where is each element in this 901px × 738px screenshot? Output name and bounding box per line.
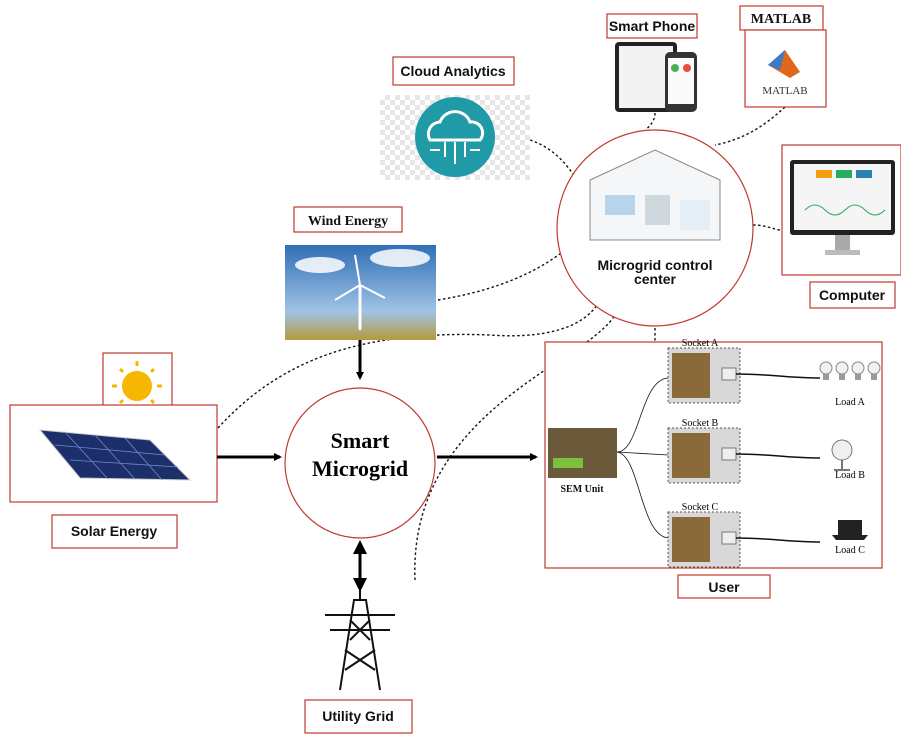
- bulb: [852, 362, 864, 374]
- bulb-base: [823, 374, 829, 380]
- bulb-base: [871, 374, 877, 380]
- diagram: Cloud Analytics Smart Phone MATLAB MATLA…: [0, 0, 901, 738]
- bulb: [868, 362, 880, 374]
- wind-energy: Wind Energy: [285, 207, 436, 378]
- label: Smart: [331, 428, 390, 453]
- wind-energy-part: [370, 249, 430, 267]
- user-part: [553, 458, 583, 468]
- solar-energy-part-part: [151, 369, 154, 372]
- label: Utility Grid: [322, 708, 394, 724]
- bulb: [836, 362, 848, 374]
- solar-energy-part-part: [120, 400, 123, 403]
- load-label: Load B: [835, 470, 865, 481]
- utility-grid-part-part: [325, 615, 395, 630]
- socket-plug: [722, 368, 736, 380]
- socket-plug: [722, 448, 736, 460]
- load-label: Load C: [835, 545, 865, 556]
- solar-energy-part-part: [120, 369, 123, 372]
- computer-part: [825, 250, 860, 255]
- control-center-part: [645, 195, 670, 225]
- solar-energy: Solar Energy: [10, 353, 280, 548]
- user: SEM Unit Socket A Socket B Socket C Load A…: [545, 338, 882, 598]
- socket-plug: [722, 532, 736, 544]
- fan: [832, 440, 852, 460]
- computer-part: [856, 170, 872, 178]
- label: User: [708, 579, 740, 595]
- label: Wind Energy: [308, 214, 388, 229]
- bulb-base: [839, 374, 845, 380]
- computer-part: [816, 170, 832, 178]
- utility-grid-part-part: [340, 600, 380, 690]
- smart-phone-part: [668, 58, 694, 104]
- cloud-analytics: Cloud Analytics: [380, 57, 530, 180]
- socket-label: Socket A: [682, 338, 719, 349]
- socket-label: Socket B: [682, 418, 719, 429]
- label: SEM Unit: [560, 484, 604, 495]
- bulb: [820, 362, 832, 374]
- smart-microgrid: Smart Microgrid: [285, 388, 536, 588]
- solar-energy-part-part: [151, 400, 154, 403]
- bulb-base: [855, 374, 861, 380]
- smart-phone-part: [671, 64, 679, 72]
- utility-grid: Utility Grid: [305, 590, 412, 733]
- label: Cloud Analytics: [400, 63, 505, 79]
- socket-pcb: [672, 353, 710, 398]
- matlab: MATLAB MATLAB: [740, 6, 826, 107]
- socket-label: Socket C: [682, 502, 719, 513]
- computer-part: [836, 170, 852, 178]
- label: MATLAB: [751, 12, 811, 27]
- load-label: Load A: [835, 397, 865, 408]
- user-part: [548, 428, 617, 478]
- computer-part: [835, 235, 850, 250]
- control-center-part: [680, 200, 710, 230]
- socket-pcb: [672, 433, 710, 478]
- dashed-links-part: [715, 107, 785, 145]
- label: Solar Energy: [71, 523, 158, 539]
- computer: Computer: [782, 145, 901, 308]
- socket-pcb: [672, 517, 710, 562]
- smart-phone-part: [619, 46, 673, 108]
- control-center-part: [605, 195, 635, 215]
- control-center: Microgrid control center: [557, 130, 753, 326]
- smart-phone-part: [683, 64, 691, 72]
- label: Microgrid: [312, 456, 408, 481]
- utility-grid-part: [325, 590, 395, 690]
- solar-energy-part: [122, 371, 152, 401]
- label: Smart Phone: [609, 18, 696, 34]
- label: Computer: [819, 287, 886, 303]
- logo-text: MATLAB: [762, 85, 807, 97]
- label: center: [634, 271, 677, 287]
- smart-phone: Smart Phone: [607, 14, 697, 112]
- dashed-links-part: [438, 250, 565, 300]
- wind-energy-part: [295, 257, 345, 273]
